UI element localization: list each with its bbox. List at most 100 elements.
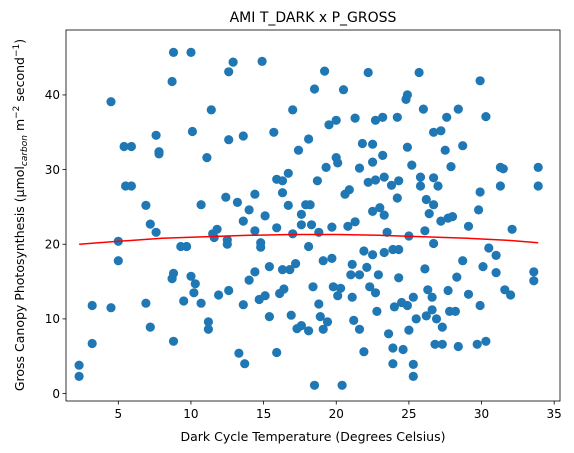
scatter-point (446, 162, 455, 171)
x-tick-label: 30 (474, 407, 489, 421)
x-tick-label: 25 (401, 407, 416, 421)
scatter-point (221, 193, 230, 202)
scatter-point (261, 291, 270, 300)
scatter-point (197, 299, 206, 308)
scatter-point (393, 193, 402, 202)
scatter-point (529, 267, 538, 276)
y-axis-label: Gross Canopy Photosynthesis (µmolcarbon … (12, 39, 30, 391)
scatter-point (425, 209, 434, 218)
scatter-point (393, 113, 402, 122)
scatter-point (322, 163, 331, 172)
scatter-point (278, 176, 287, 185)
scatter-point (388, 343, 397, 352)
scatter-point (419, 105, 428, 114)
scatter-point (146, 220, 155, 229)
scatter-point (429, 239, 438, 248)
scatter-point (492, 251, 501, 260)
scatter-point (320, 67, 329, 76)
scatter-point (197, 200, 206, 209)
scatter-point (272, 348, 281, 357)
scatter-point (534, 181, 543, 190)
scatter-point (327, 223, 336, 232)
scatter-point (454, 342, 463, 351)
scatter-point (384, 329, 393, 338)
scatter-point (75, 372, 84, 381)
scatter-point (233, 198, 242, 207)
scatter-point (394, 245, 403, 254)
scatter-point (333, 158, 342, 167)
scatter-point (127, 142, 136, 151)
scatter-point (481, 112, 490, 121)
y-label-middle2: second (12, 57, 27, 106)
scatter-point (240, 359, 249, 368)
scatter-point (186, 48, 195, 57)
scatter-point (429, 200, 438, 209)
x-tick-label: 35 (547, 407, 562, 421)
scatter-point (207, 105, 216, 114)
scatter-point (478, 262, 487, 271)
scatter-point (204, 325, 213, 334)
scatter-point (287, 311, 296, 320)
scatter-point (394, 273, 403, 282)
scatter-point (448, 212, 457, 221)
scatter-point (388, 359, 397, 368)
scatter-point (534, 163, 543, 172)
scatter-point (484, 243, 493, 252)
scatter-point (250, 190, 259, 199)
scatter-point (308, 282, 317, 291)
scatter-point (88, 339, 97, 348)
scatter-point (368, 250, 377, 259)
scatter-point (378, 113, 387, 122)
y-label-sup2: −1 (12, 44, 22, 57)
scatter-point (106, 303, 115, 312)
scatter-point (429, 173, 438, 182)
scatter-point (88, 301, 97, 310)
scatter-point (265, 262, 274, 271)
scatter-point (294, 146, 303, 155)
scatter-point (284, 169, 293, 178)
scatter-point (224, 286, 233, 295)
y-label-suffix: ) (12, 39, 27, 44)
scatter-point (346, 270, 355, 279)
x-tick-label: 10 (183, 407, 198, 421)
scatter-point (304, 326, 313, 335)
scatter-point (272, 223, 281, 232)
scatter-point (239, 217, 248, 226)
scatter-point (306, 200, 315, 209)
scatter-point (336, 284, 345, 293)
scatter-point (188, 127, 197, 136)
scatter-point (407, 161, 416, 170)
scatter-point (152, 131, 161, 140)
scatter-point (265, 312, 274, 321)
scatter-point (351, 217, 360, 226)
scatter-point (506, 290, 515, 299)
scatter-point (182, 242, 191, 251)
scatter-point (438, 340, 447, 349)
y-label-prefix: Gross Canopy Photosynthesis (µmol (12, 166, 27, 391)
scatter-point (380, 173, 389, 182)
scatter-point (297, 210, 306, 219)
scatter-point (339, 85, 348, 94)
scatter-point (412, 314, 421, 323)
scatter-point (404, 326, 413, 335)
scatter-point (476, 301, 485, 310)
scatter-point (464, 290, 473, 299)
scatter-point (239, 300, 248, 309)
scatter-point (314, 228, 323, 237)
scatter-point (355, 270, 364, 279)
scatter-point (403, 143, 412, 152)
scatter-point (529, 276, 538, 285)
scatter-point (327, 254, 336, 263)
scatter-point (279, 284, 288, 293)
scatter-point (441, 146, 450, 155)
scatter-point (224, 135, 233, 144)
scatter-point (245, 276, 254, 285)
scatter-point (474, 205, 483, 214)
scatter-point (127, 181, 136, 190)
scatter-point (359, 246, 368, 255)
scatter-point (403, 301, 412, 310)
scatter-point (403, 90, 412, 99)
scatter-point (371, 288, 380, 297)
y-label-middle: m (12, 119, 27, 135)
scatter-point (458, 256, 467, 265)
